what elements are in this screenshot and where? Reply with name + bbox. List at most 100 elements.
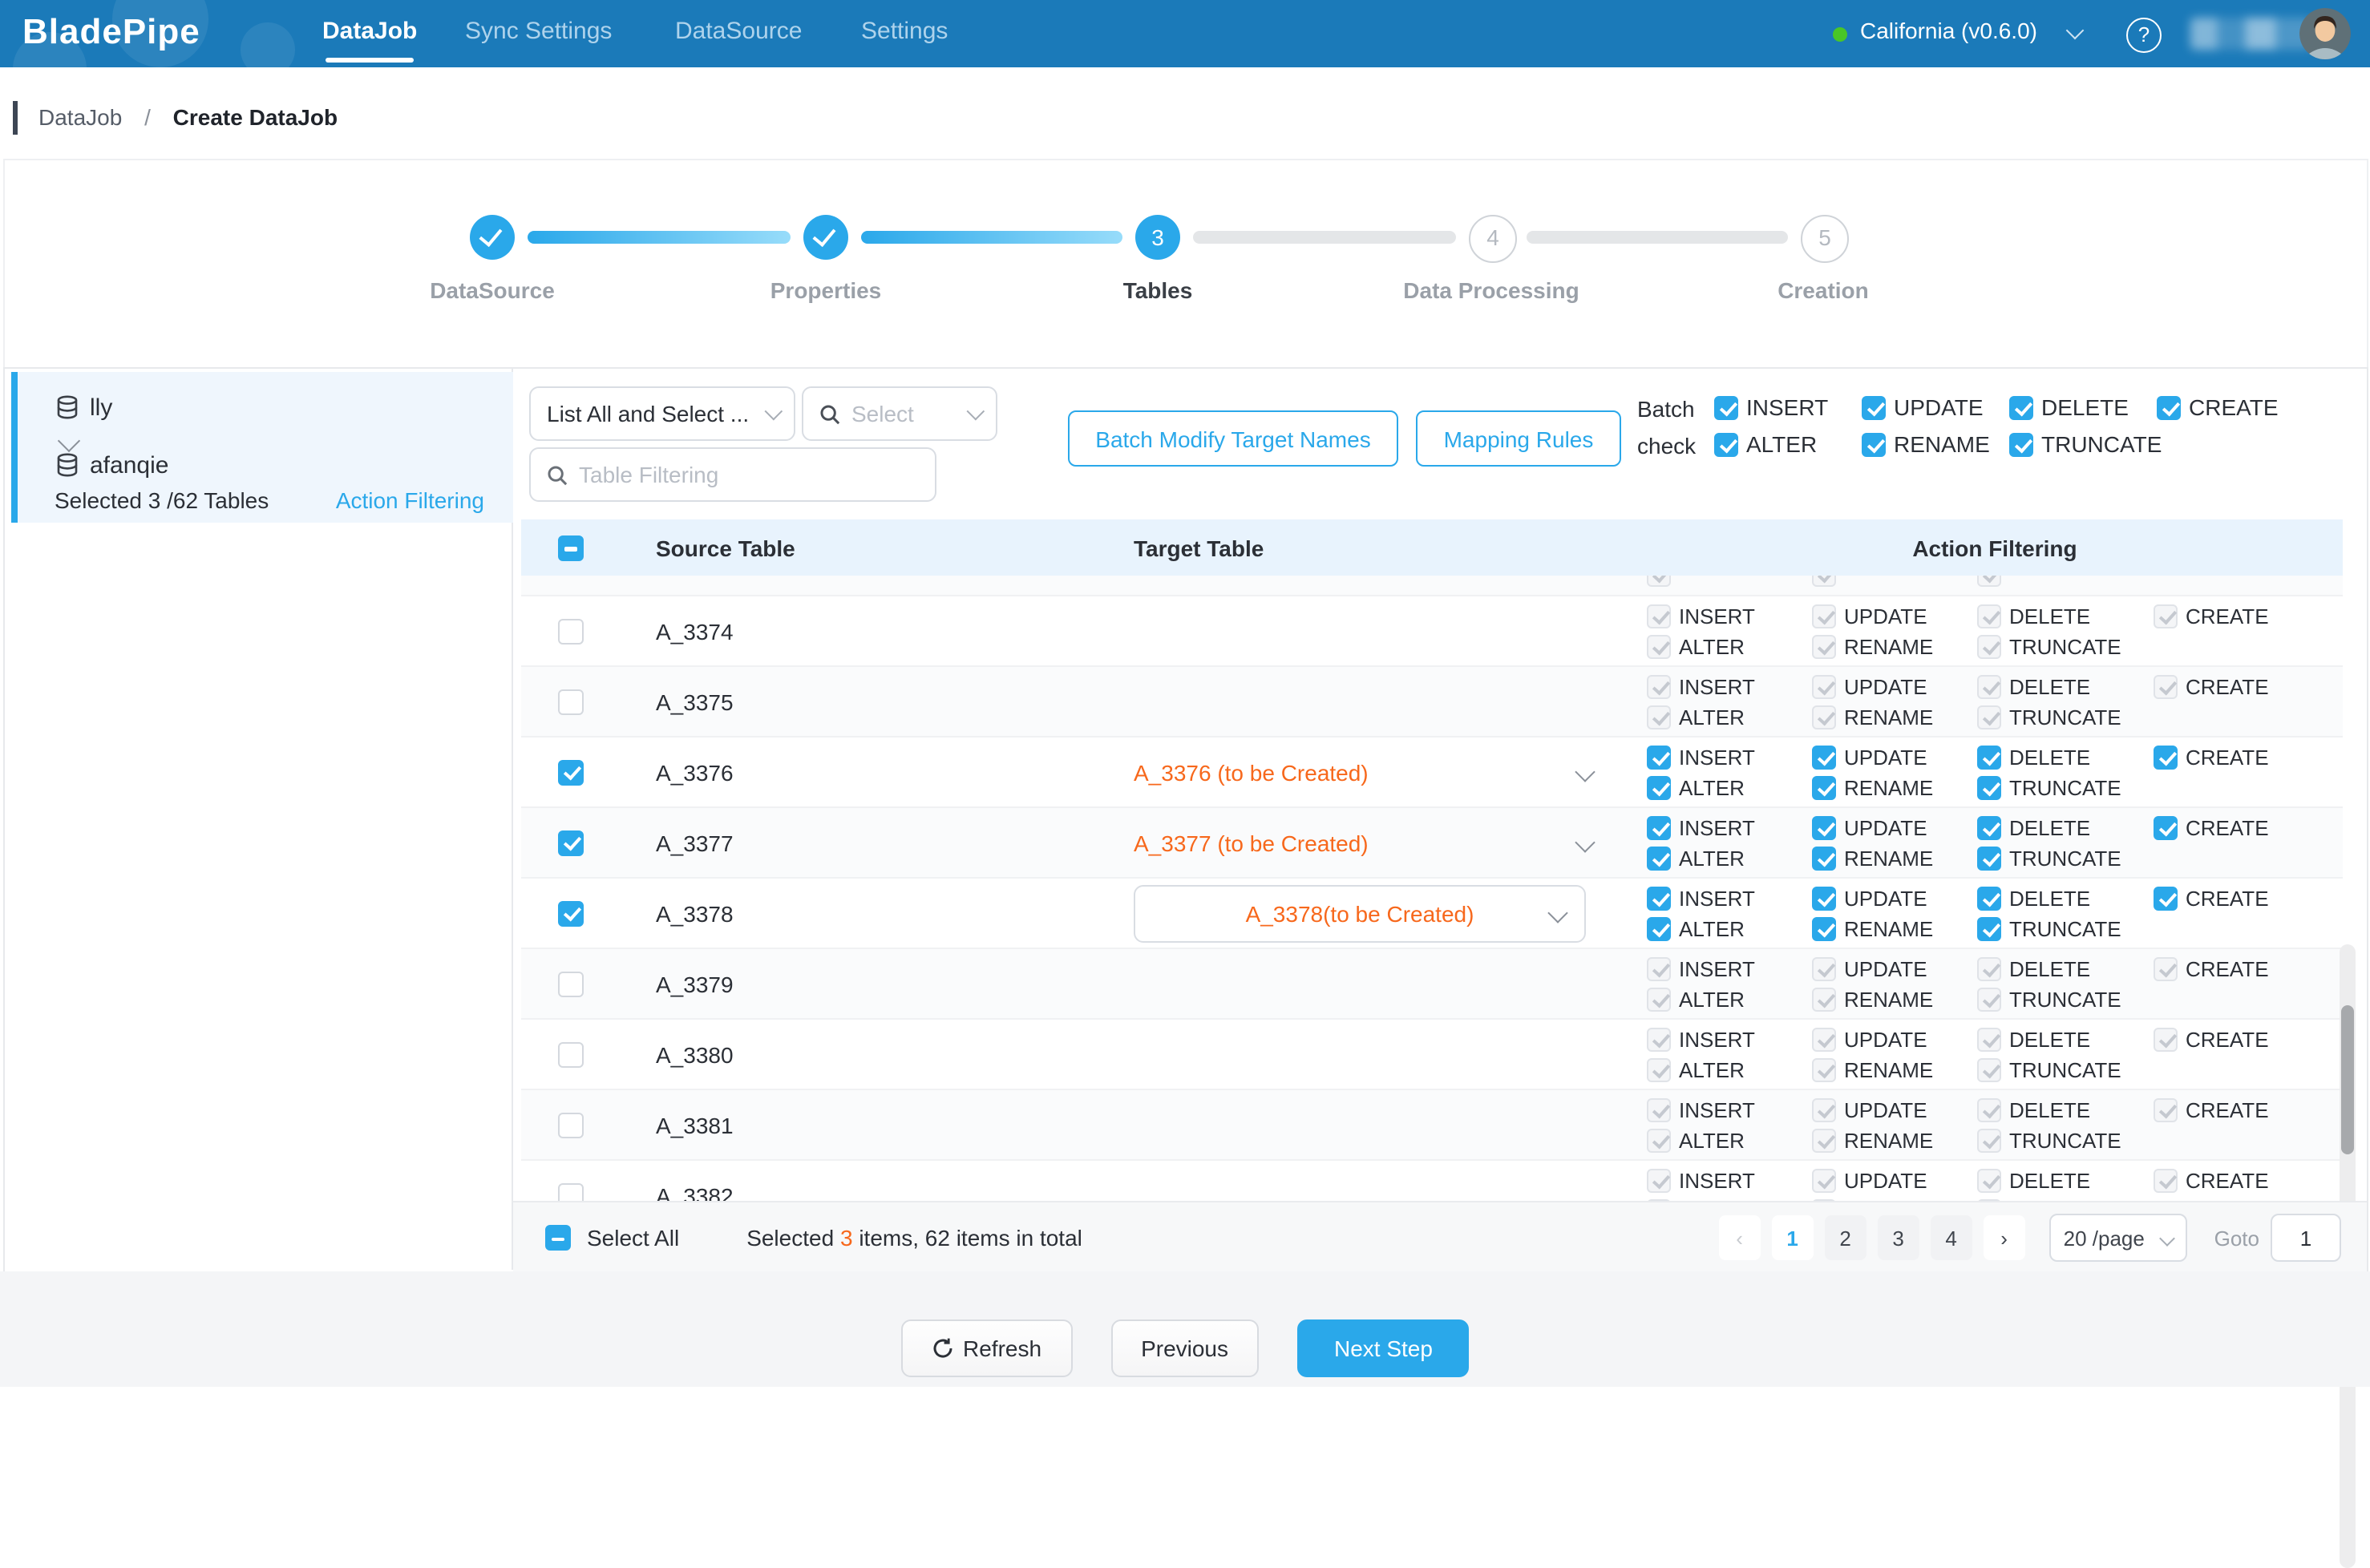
checkbox-delete[interactable] bbox=[2009, 395, 2033, 419]
scope-select[interactable]: List All and Select ... bbox=[529, 386, 795, 441]
row-checkbox[interactable] bbox=[558, 830, 584, 855]
checkbox-rename[interactable] bbox=[1812, 916, 1836, 940]
user-avatar[interactable] bbox=[2299, 8, 2351, 59]
checkbox-insert[interactable] bbox=[1647, 745, 1671, 769]
checkbox-alter[interactable] bbox=[1647, 846, 1671, 870]
pagination-page-1[interactable]: 1 bbox=[1771, 1215, 1814, 1260]
page-size-select[interactable]: 20 /page bbox=[2048, 1214, 2187, 1262]
checkbox-update[interactable] bbox=[1812, 815, 1836, 839]
checkbox-insert[interactable] bbox=[1714, 395, 1738, 419]
table-row: A_3374 INSERT UPDATE DELETE CREATE ALTER… bbox=[521, 596, 2343, 667]
pagination-page-2[interactable]: 2 bbox=[1824, 1215, 1866, 1260]
checkbox-create[interactable] bbox=[2154, 886, 2178, 910]
checkbox-delete[interactable] bbox=[1977, 886, 2001, 910]
target-table-name[interactable]: A_3377 (to be Created) bbox=[1134, 830, 1369, 855]
checkbox-update[interactable] bbox=[1812, 886, 1836, 910]
chevron-down-icon[interactable] bbox=[2065, 21, 2085, 40]
checkbox-rename bbox=[1812, 1128, 1836, 1152]
row-checkbox[interactable] bbox=[558, 689, 584, 714]
checkbox-delete[interactable] bbox=[1977, 815, 2001, 839]
source-table-name: A_3379 bbox=[656, 971, 734, 996]
checkbox-insert[interactable] bbox=[1647, 815, 1671, 839]
checkbox-alter[interactable] bbox=[1647, 916, 1671, 940]
checkbox-truncate bbox=[1977, 1057, 2001, 1081]
selected-count: 3 bbox=[839, 1225, 853, 1251]
next-step-button[interactable]: Next Step bbox=[1297, 1319, 1470, 1377]
checkbox-clipped bbox=[1977, 576, 2001, 587]
refresh-button[interactable]: Refresh bbox=[900, 1319, 1073, 1377]
row-checkbox[interactable] bbox=[558, 618, 584, 644]
checkbox-create[interactable] bbox=[2157, 395, 2181, 419]
footer-select-all-checkbox[interactable] bbox=[545, 1225, 571, 1251]
checkbox-clipped bbox=[1647, 576, 1671, 587]
blurred-username[interactable] bbox=[2190, 18, 2312, 50]
nav-tab-sync-settings[interactable]: Sync Settings bbox=[465, 18, 613, 45]
checkbox-alter[interactable] bbox=[1647, 775, 1671, 799]
pagination-page-3[interactable]: 3 bbox=[1877, 1215, 1919, 1260]
batch-check-create: CREATE bbox=[2157, 394, 2279, 420]
previous-button[interactable]: Previous bbox=[1110, 1319, 1259, 1377]
header-select-all-checkbox[interactable] bbox=[558, 535, 584, 560]
sidebar-db-pair-item[interactable]: lly afanqie Selected 3 /62 Tables Action… bbox=[11, 372, 513, 523]
row-checkbox[interactable] bbox=[558, 759, 584, 785]
nav-tab-datasource[interactable]: DataSource bbox=[675, 18, 803, 45]
chevron-down-icon[interactable] bbox=[1547, 903, 1568, 923]
checkbox-insert[interactable] bbox=[1647, 886, 1671, 910]
nav-tab-settings[interactable]: Settings bbox=[861, 18, 948, 45]
chevron-down-icon[interactable] bbox=[1575, 832, 1596, 853]
breadcrumb-section[interactable]: DataJob bbox=[38, 104, 123, 130]
target-table-cell[interactable]: A_3377 (to be Created) bbox=[1102, 830, 1647, 855]
checkbox-rename[interactable] bbox=[1812, 775, 1836, 799]
select-all-label[interactable]: Select All bbox=[587, 1225, 680, 1251]
nav-tab-datajob[interactable]: DataJob bbox=[322, 0, 417, 67]
checkbox-create[interactable] bbox=[2154, 815, 2178, 839]
action-filtering-link[interactable]: Action Filtering bbox=[335, 487, 484, 513]
pagination-page-4[interactable]: 4 bbox=[1930, 1215, 1972, 1260]
checkbox-truncate[interactable] bbox=[1977, 846, 2001, 870]
batch-modify-target-names-button[interactable]: Batch Modify Target Names bbox=[1068, 410, 1398, 467]
table-scrollbar-thumb[interactable] bbox=[2341, 1005, 2354, 1154]
tables-step-card: lly afanqie Selected 3 /62 Tables Action… bbox=[3, 367, 2368, 1568]
mapping-rules-button[interactable]: Mapping Rules bbox=[1416, 410, 1621, 467]
table-select-dropdown[interactable]: Select bbox=[802, 386, 997, 441]
row-checkbox[interactable] bbox=[558, 1112, 584, 1138]
target-table-cell[interactable]: A_3376 (to be Created) bbox=[1102, 759, 1647, 785]
chevron-down-icon bbox=[966, 402, 985, 421]
checkbox-alter[interactable] bbox=[1714, 432, 1738, 456]
pagination-next-button[interactable]: › bbox=[1983, 1215, 2025, 1260]
checkbox-update[interactable] bbox=[1812, 745, 1836, 769]
source-db-row: lly bbox=[55, 391, 112, 423]
region-selector[interactable]: California (v0.6.0) bbox=[1860, 18, 2037, 43]
checkbox-delete[interactable] bbox=[1977, 745, 2001, 769]
region-status-dot bbox=[1833, 27, 1847, 42]
checkbox-clipped bbox=[1812, 576, 1836, 587]
checkbox-update[interactable] bbox=[1862, 395, 1886, 419]
checkbox-rename[interactable] bbox=[1812, 846, 1836, 870]
table-filter-input[interactable]: Table Filtering bbox=[529, 447, 936, 502]
checkbox-truncate[interactable] bbox=[1977, 916, 2001, 940]
target-table-name[interactable]: A_3376 (to be Created) bbox=[1134, 759, 1369, 785]
header-target-table: Target Table bbox=[1134, 535, 1264, 560]
row-checkbox[interactable] bbox=[558, 900, 584, 926]
row-checkbox[interactable] bbox=[558, 971, 584, 996]
help-icon[interactable]: ? bbox=[2126, 18, 2162, 53]
goto-label: Goto bbox=[2214, 1226, 2259, 1250]
chevron-down-icon[interactable] bbox=[1575, 762, 1596, 782]
checkbox-alter bbox=[1647, 1128, 1671, 1152]
checkbox-create[interactable] bbox=[2154, 745, 2178, 769]
step-circle-data-processing: 4 bbox=[1469, 215, 1517, 263]
row-checkbox[interactable] bbox=[558, 1041, 584, 1067]
target-table-cell[interactable]: A_3378(to be Created) bbox=[1102, 884, 1647, 942]
checkbox-truncate[interactable] bbox=[2009, 432, 2033, 456]
batch-check-truncate: TRUNCATE bbox=[2009, 431, 2162, 457]
target-table-select[interactable]: A_3378(to be Created) bbox=[1134, 884, 1586, 942]
selected-summary: Selected 3 items, 62 items in total bbox=[746, 1225, 1082, 1251]
pagination-prev-button[interactable]: ‹ bbox=[1718, 1215, 1761, 1260]
checkbox-delete bbox=[1977, 956, 2001, 980]
target-table-name: A_3378(to be Created) bbox=[1245, 900, 1474, 926]
step-label-data-processing: Data Processing bbox=[1403, 277, 1579, 303]
goto-page-input[interactable] bbox=[2271, 1214, 2341, 1262]
checkbox-truncate[interactable] bbox=[1977, 775, 2001, 799]
checkbox-rename[interactable] bbox=[1862, 432, 1886, 456]
row-checkbox[interactable] bbox=[558, 1182, 584, 1201]
